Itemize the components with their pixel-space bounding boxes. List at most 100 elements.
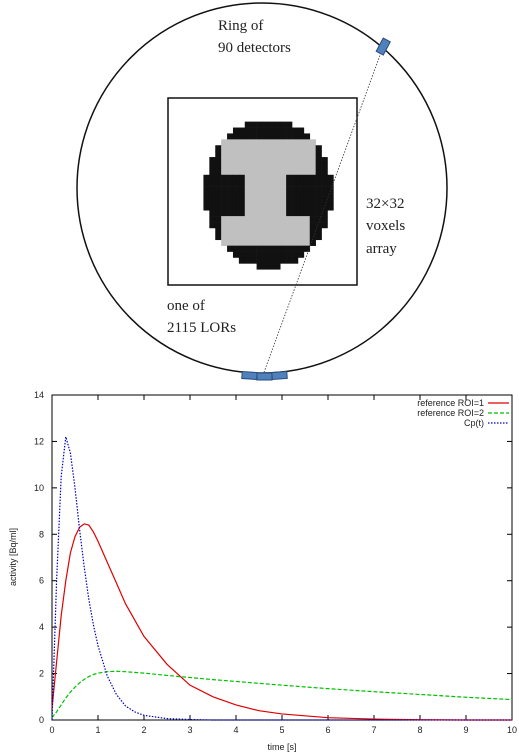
voxel: [238, 210, 246, 217]
voxel: [262, 222, 269, 229]
voxel: [250, 162, 257, 170]
voxel: [286, 239, 293, 246]
voxel-label: array: [366, 241, 397, 257]
voxel: [262, 174, 269, 181]
voxel: [244, 145, 251, 152]
voxel: [209, 162, 216, 170]
voxel: [244, 162, 251, 170]
voxel: [292, 133, 299, 140]
voxel: [280, 127, 287, 134]
voxel: [215, 162, 222, 170]
voxel: [256, 168, 263, 176]
voxel: [286, 251, 293, 258]
voxel: [256, 263, 263, 270]
voxel: [274, 133, 281, 140]
voxel: [250, 198, 257, 205]
x-tick-label: 9: [463, 725, 468, 735]
voxel: [221, 139, 228, 146]
voxel: [274, 157, 281, 164]
voxel: [244, 192, 251, 199]
voxel: [268, 257, 275, 264]
voxel: [274, 198, 281, 205]
voxel: [256, 133, 263, 140]
voxel: [280, 233, 287, 241]
y-axis-label: activity [Bq/ml]: [8, 528, 18, 586]
voxel: [227, 133, 234, 140]
voxel: [268, 157, 275, 164]
voxel: [250, 127, 257, 134]
voxel: [315, 192, 322, 199]
voxel: [327, 204, 334, 211]
voxel: [315, 151, 322, 158]
voxel: [327, 198, 334, 205]
detector: [241, 370, 258, 381]
voxel: [303, 139, 311, 146]
voxel: [238, 198, 246, 205]
x-axis-label: time [s]: [267, 742, 296, 752]
data-line: [51, 436, 512, 721]
voxel: [209, 216, 216, 223]
voxel: [286, 168, 293, 176]
voxel: [297, 233, 305, 241]
voxel: [292, 139, 299, 146]
voxel: [286, 227, 293, 235]
voxel: [256, 210, 263, 217]
voxel: [262, 210, 269, 217]
voxel: [250, 227, 257, 235]
voxel: [268, 192, 275, 199]
voxel: [280, 168, 287, 176]
voxel: [215, 145, 222, 152]
ring-label: 90 detectors: [218, 40, 291, 56]
voxel: [297, 216, 305, 223]
voxel: [303, 210, 311, 217]
voxel: [232, 216, 240, 223]
voxel: [280, 204, 287, 211]
voxel: [315, 180, 322, 187]
voxel: [297, 139, 305, 146]
voxel: [315, 198, 322, 205]
voxel: [232, 145, 240, 152]
voxel: [292, 233, 299, 241]
voxel: [303, 151, 311, 158]
voxel: [244, 151, 251, 158]
voxel: [292, 257, 299, 264]
voxel: [309, 162, 316, 170]
voxel: [280, 133, 287, 140]
voxel: [321, 204, 328, 211]
voxel: [203, 174, 210, 181]
voxel: [292, 198, 299, 205]
voxel: [292, 127, 299, 134]
voxel: [262, 157, 269, 164]
voxel: [268, 133, 275, 140]
voxel: [286, 216, 293, 223]
voxel: [315, 186, 322, 193]
voxel: [315, 174, 322, 181]
voxel: [238, 222, 246, 229]
voxel: [227, 168, 234, 176]
voxel: [315, 168, 322, 176]
voxel: [244, 174, 251, 181]
voxel: [244, 157, 251, 164]
voxel: [268, 198, 275, 205]
voxel: [315, 222, 322, 229]
voxel: [286, 139, 293, 146]
voxel: [221, 216, 228, 223]
voxel: [280, 227, 287, 235]
voxel: [309, 222, 316, 229]
voxel: [268, 222, 275, 229]
voxel: [309, 210, 316, 217]
voxel: [297, 198, 305, 205]
voxel: [262, 239, 269, 246]
voxel: [256, 239, 263, 246]
voxel: [286, 174, 293, 181]
voxel: [286, 204, 293, 211]
voxel: [297, 151, 305, 158]
voxel: [250, 222, 257, 229]
voxel: [286, 198, 293, 205]
voxel: [250, 216, 257, 223]
voxel: [297, 210, 305, 217]
voxel: [232, 198, 240, 205]
voxel: [327, 174, 334, 181]
voxel: [262, 204, 269, 211]
